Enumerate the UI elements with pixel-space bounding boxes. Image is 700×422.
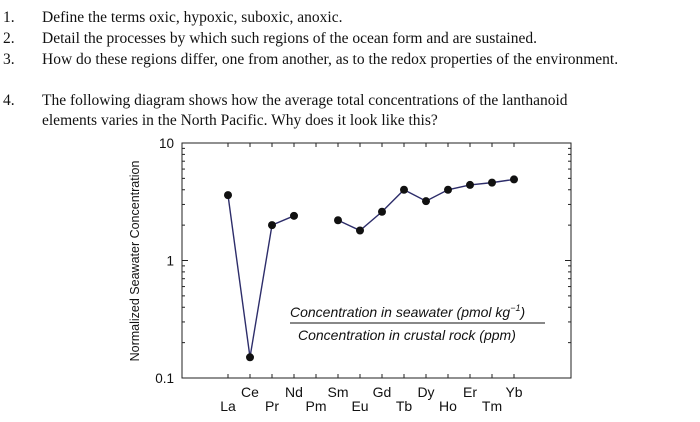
data-point-gd: [378, 207, 386, 216]
y-tick-label: 1: [166, 254, 174, 269]
x-tick-label-nd: Nd: [285, 384, 303, 400]
data-point-yb: [510, 175, 518, 184]
x-tick-label-eu: Eu: [351, 398, 368, 414]
question-text: Define the terms oxic, hypoxic, suboxic,…: [42, 9, 343, 26]
y-axis-label: Normalized Seawater Concentration: [128, 161, 142, 362]
x-tick-label-er: Er: [463, 384, 477, 400]
x-tick-label-tm: Tm: [482, 398, 502, 414]
x-tick-label-dy: Dy: [417, 384, 434, 400]
series-points: [224, 175, 518, 362]
annotation-denominator: Concentration in crustal rock (ppm): [298, 327, 516, 343]
data-point-sm: [334, 216, 342, 225]
chart-frame: [181, 142, 572, 379]
annotation-numerator: Concentration in seawater (pmol kg−1): [290, 303, 525, 320]
data-point-ce: [246, 353, 254, 362]
data-point-tb: [400, 185, 408, 194]
x-tick-label-pm: Pm: [306, 398, 327, 414]
data-point-nd: [290, 211, 298, 220]
x-tick-label-sm: Sm: [328, 384, 349, 400]
y-tick-label: 0.1: [155, 371, 174, 386]
question-text: The following diagram shows how the aver…: [42, 92, 568, 109]
x-tick-label-la: La: [220, 398, 236, 414]
question-number: 3.: [3, 51, 15, 68]
y-tick-label: 10: [159, 136, 174, 151]
series-line-segment-1: [227, 195, 295, 358]
data-point-dy: [422, 197, 430, 206]
ratio-annotation: Concentration in seawater (pmol kg−1) Co…: [290, 303, 545, 343]
question-number: 4.: [3, 92, 15, 109]
question-text-line-2: elements varies in the North Pacific. Wh…: [42, 112, 438, 129]
data-point-la: [224, 191, 232, 200]
annotation-numerator-close: ): [519, 304, 526, 320]
data-point-eu: [356, 226, 364, 235]
y-tick-labels: 10 1 0.1: [155, 136, 174, 386]
x-tick-label-ce: Ce: [241, 384, 259, 400]
data-point-pr: [268, 221, 276, 230]
x-tick-label-pr: Pr: [265, 398, 279, 414]
question-text: How do these regions differ, one from an…: [42, 51, 619, 68]
data-point-tm: [488, 178, 496, 187]
data-point-ho: [444, 185, 452, 194]
question-number: 1.: [3, 9, 15, 26]
data-point-er: [466, 180, 474, 189]
x-tick-label-gd: Gd: [373, 384, 392, 400]
x-tick-label-ho: Ho: [439, 398, 457, 414]
question-number: 2.: [3, 30, 15, 47]
annotation-numerator-sup: −1: [510, 303, 520, 313]
annotation-numerator-main: Concentration in seawater (pmol kg: [290, 304, 510, 320]
question-text: Detail the processes by which such regio…: [42, 30, 537, 47]
x-tick-label-tb: Tb: [396, 398, 413, 414]
x-tick-label-yb: Yb: [505, 384, 522, 400]
